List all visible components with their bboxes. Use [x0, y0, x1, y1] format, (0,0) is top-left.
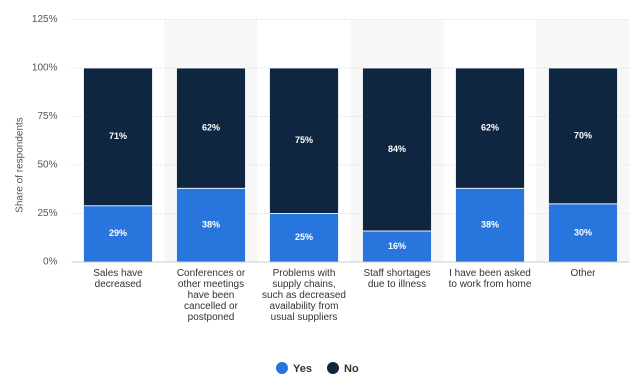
value-label: 29% — [109, 228, 127, 238]
value-label: 62% — [481, 123, 499, 133]
y-tick-label: 0% — [43, 257, 58, 268]
y-tick-label: 25% — [37, 208, 57, 219]
x-tick-label: Other — [570, 268, 596, 279]
value-label: 71% — [109, 131, 127, 141]
y-tick-label: 50% — [37, 160, 57, 171]
bar-segment — [548, 67, 618, 205]
legend-marker — [276, 362, 288, 374]
bar-segment — [269, 67, 339, 214]
y-tick-label: 75% — [37, 111, 57, 122]
value-label: 84% — [388, 144, 406, 154]
legend-label: No — [344, 363, 359, 375]
value-label: 25% — [295, 232, 313, 242]
y-tick-label: 100% — [32, 63, 58, 74]
bar-segment — [176, 187, 246, 263]
value-label: 30% — [574, 227, 592, 237]
y-tick-label: 125% — [32, 14, 58, 25]
bar-segment — [83, 205, 153, 263]
legend-label: Yes — [293, 363, 312, 375]
legend-marker — [327, 362, 339, 374]
value-label: 38% — [481, 220, 499, 230]
value-label: 62% — [202, 123, 220, 133]
x-tick-label: Staff shortages due to illness — [363, 268, 431, 290]
bar-segment — [83, 67, 153, 207]
bar-segment — [455, 187, 525, 263]
value-label: 16% — [388, 241, 406, 251]
bar-segment — [362, 67, 432, 232]
bar-segment — [269, 213, 339, 263]
value-label: 75% — [295, 135, 313, 145]
bar-segment — [362, 230, 432, 263]
x-tick-label: Conferences or other meetings have been … — [176, 268, 246, 323]
value-label: 70% — [574, 130, 592, 140]
x-tick-label: Problems with supply chains, such as dec… — [262, 268, 346, 323]
x-tick-label: Sales have decreased — [93, 268, 143, 290]
y-axis-title: Share of respondents — [15, 117, 26, 213]
x-tick-label: I have been asked to work from home — [448, 268, 532, 290]
bar-segment — [176, 67, 246, 189]
bar-segment — [455, 67, 525, 189]
value-label: 38% — [202, 220, 220, 230]
